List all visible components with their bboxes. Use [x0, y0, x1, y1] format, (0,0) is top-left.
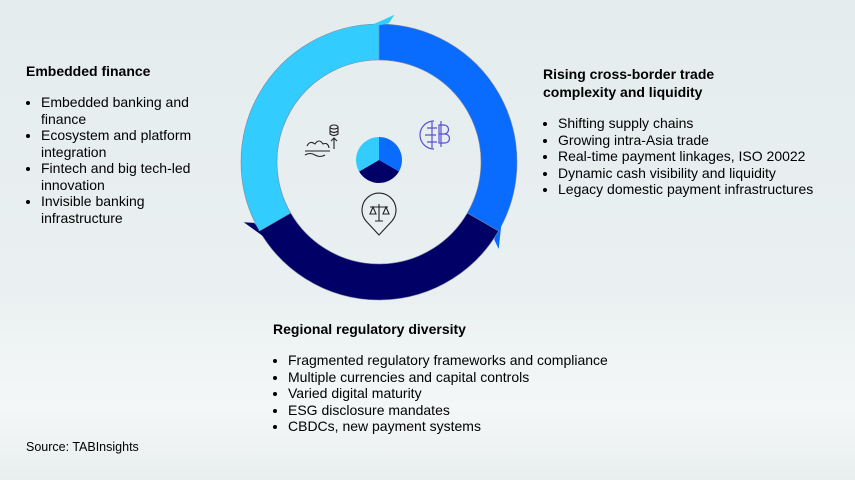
list-item: Multiple currencies and capital controls: [288, 369, 673, 386]
list-item: Growing intra-Asia trade: [558, 132, 843, 149]
regulatory-section: Regional regulatory diversity Fragmented…: [273, 320, 673, 435]
cross-border-section: Rising cross-border trade complexity and…: [543, 65, 843, 198]
list-item: Fintech and big tech-led innovation: [41, 160, 216, 193]
globe-currency-icon: [419, 120, 451, 150]
pie-slice-embedded: [356, 137, 379, 172]
list-item: Ecosystem and platform integration: [41, 127, 216, 160]
list-item: ESG disclosure mandates: [288, 402, 673, 419]
list-item: Legacy domestic payment infrastructures: [558, 181, 843, 198]
section-title: Embedded finance: [26, 63, 151, 79]
pie-slice-crossborder: [379, 137, 402, 172]
list-item: Fragmented regulatory frameworks and com…: [288, 352, 673, 369]
list-item: Real-time payment linkages, ISO 20022: [558, 148, 843, 165]
ring-segment-regulatory: [259, 212, 499, 301]
list-item: Invisible banking infrastructure: [41, 193, 216, 226]
list-item: CBDCs, new payment systems: [288, 418, 673, 435]
list-item: Varied digital maturity: [288, 385, 673, 402]
source-note: Source: TABInsights: [26, 440, 139, 454]
list-item: Embedded banking and finance: [41, 94, 216, 127]
arrow-head: [243, 222, 272, 243]
section-title: Regional regulatory diversity: [273, 321, 466, 337]
section-title: Rising cross-border trade complexity and…: [543, 66, 715, 100]
embedded-finance-section: Embedded finance Embedded banking and fi…: [26, 62, 216, 226]
list-item: Shifting supply chains: [558, 115, 843, 132]
ring-segment-embedded-finance: [240, 23, 380, 232]
list-item: Dynamic cash visibility and liquidity: [558, 165, 843, 182]
scales-pin-icon: [361, 192, 397, 236]
arrow-head: [362, 14, 395, 29]
gears-coins-icon: [304, 124, 339, 158]
